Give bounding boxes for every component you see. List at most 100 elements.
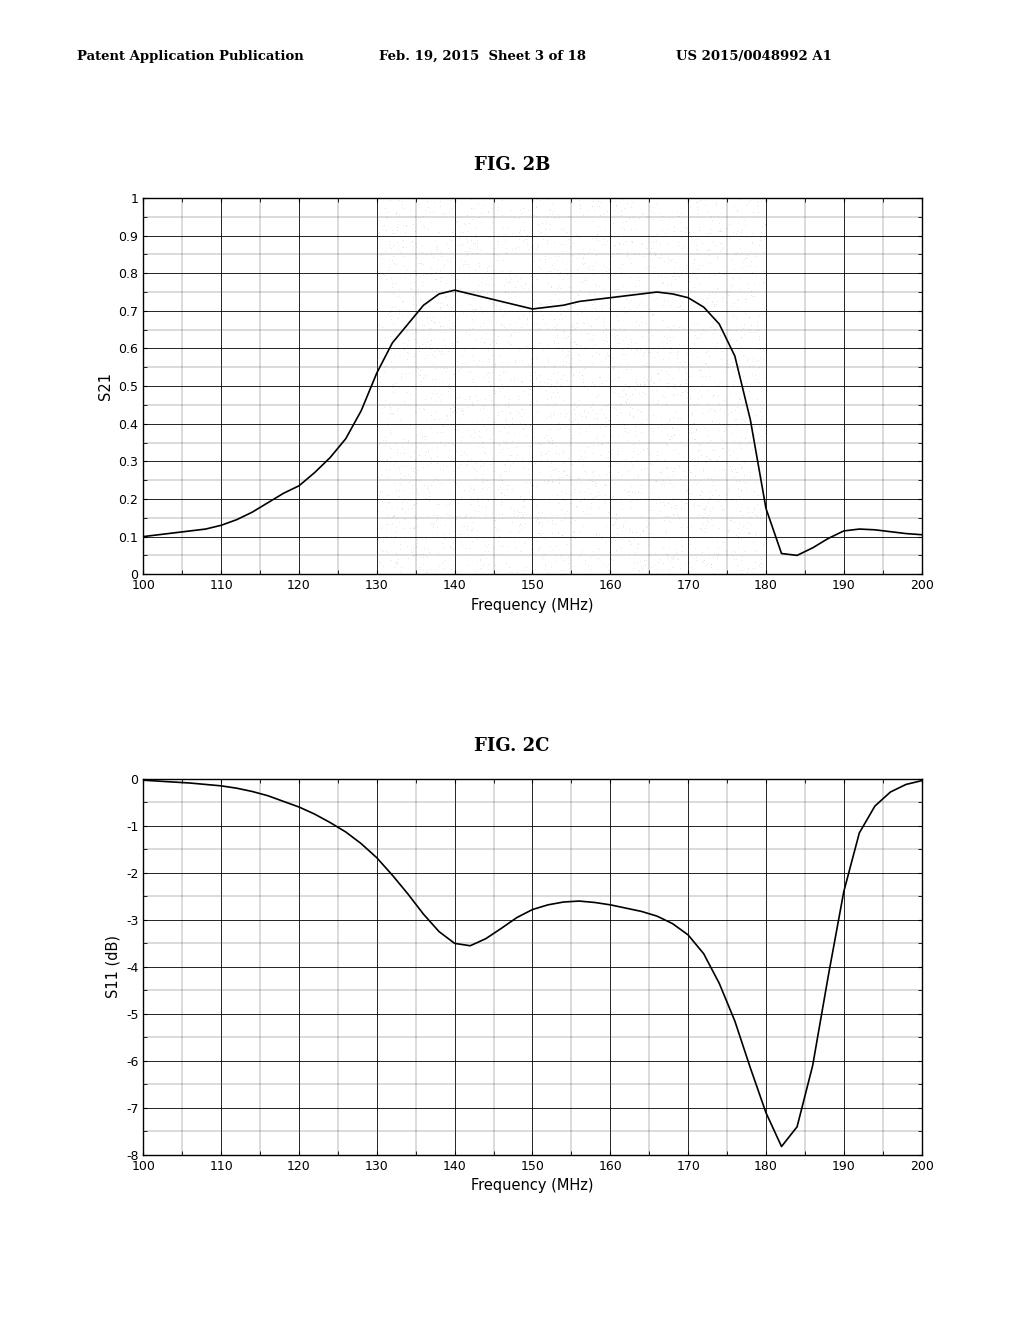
Point (746, 523, 763, 544)
Point (691, 190, 708, 211)
Point (696, 418, 713, 440)
Point (622, 459, 638, 480)
Point (605, 381, 622, 403)
Point (636, 374, 652, 395)
Point (597, 219, 613, 240)
Point (492, 442, 508, 463)
Point (679, 308, 695, 329)
Point (417, 347, 433, 368)
Point (432, 527, 449, 548)
Point (435, 524, 452, 545)
Point (544, 510, 560, 531)
Point (647, 288, 664, 309)
Point (725, 440, 741, 461)
Point (523, 265, 540, 286)
Point (476, 263, 493, 284)
Point (624, 397, 640, 418)
Point (479, 553, 496, 574)
Point (472, 550, 488, 572)
Point (728, 263, 744, 284)
Point (541, 199, 557, 220)
Point (552, 417, 568, 438)
Point (705, 384, 721, 405)
Point (525, 293, 542, 314)
Point (623, 231, 639, 252)
Point (736, 214, 753, 235)
Point (528, 197, 545, 218)
Point (528, 355, 545, 376)
Point (609, 444, 626, 465)
Point (592, 433, 608, 454)
Point (369, 372, 385, 393)
Point (401, 471, 418, 492)
Point (603, 531, 620, 552)
Point (469, 355, 485, 376)
Point (511, 226, 527, 247)
Point (644, 305, 660, 326)
Point (699, 491, 716, 512)
Point (628, 368, 644, 389)
Point (582, 239, 598, 260)
Point (592, 205, 608, 226)
Point (616, 343, 633, 364)
Point (551, 387, 567, 408)
Point (597, 408, 613, 429)
Point (453, 300, 469, 321)
Point (373, 517, 389, 539)
Point (602, 451, 618, 473)
Point (645, 209, 662, 230)
Point (461, 479, 477, 500)
Point (564, 251, 581, 272)
Point (636, 355, 652, 376)
Point (429, 239, 445, 260)
Point (659, 248, 676, 269)
Point (743, 284, 760, 305)
Point (513, 507, 529, 528)
Point (465, 457, 481, 478)
Point (618, 389, 635, 411)
Point (562, 432, 579, 453)
Point (610, 425, 627, 446)
Point (470, 193, 486, 214)
Point (469, 412, 485, 433)
Point (696, 263, 713, 284)
Point (431, 222, 447, 243)
Point (606, 397, 623, 418)
Point (691, 519, 708, 540)
Point (587, 471, 603, 492)
Point (372, 329, 388, 350)
Point (754, 393, 770, 414)
Point (717, 540, 733, 561)
Point (515, 451, 531, 473)
Point (586, 407, 602, 428)
Point (373, 246, 389, 267)
Point (403, 475, 420, 496)
Point (736, 465, 753, 486)
Point (678, 434, 694, 455)
Point (379, 504, 395, 525)
Point (371, 210, 387, 231)
Point (562, 322, 579, 343)
Point (737, 471, 754, 492)
Point (437, 450, 454, 471)
Point (692, 445, 709, 466)
Point (705, 323, 721, 345)
Point (509, 271, 525, 292)
Point (458, 444, 474, 465)
Point (411, 483, 427, 504)
Point (648, 193, 665, 214)
Point (698, 446, 715, 467)
Point (512, 486, 528, 507)
Point (494, 479, 510, 500)
Point (631, 383, 647, 404)
Point (537, 556, 553, 577)
Point (409, 533, 425, 554)
Point (707, 294, 723, 315)
Point (511, 401, 527, 422)
Point (754, 510, 770, 531)
Point (535, 228, 551, 249)
Point (477, 388, 494, 409)
Point (386, 375, 402, 396)
Point (725, 374, 741, 395)
Point (513, 491, 529, 512)
